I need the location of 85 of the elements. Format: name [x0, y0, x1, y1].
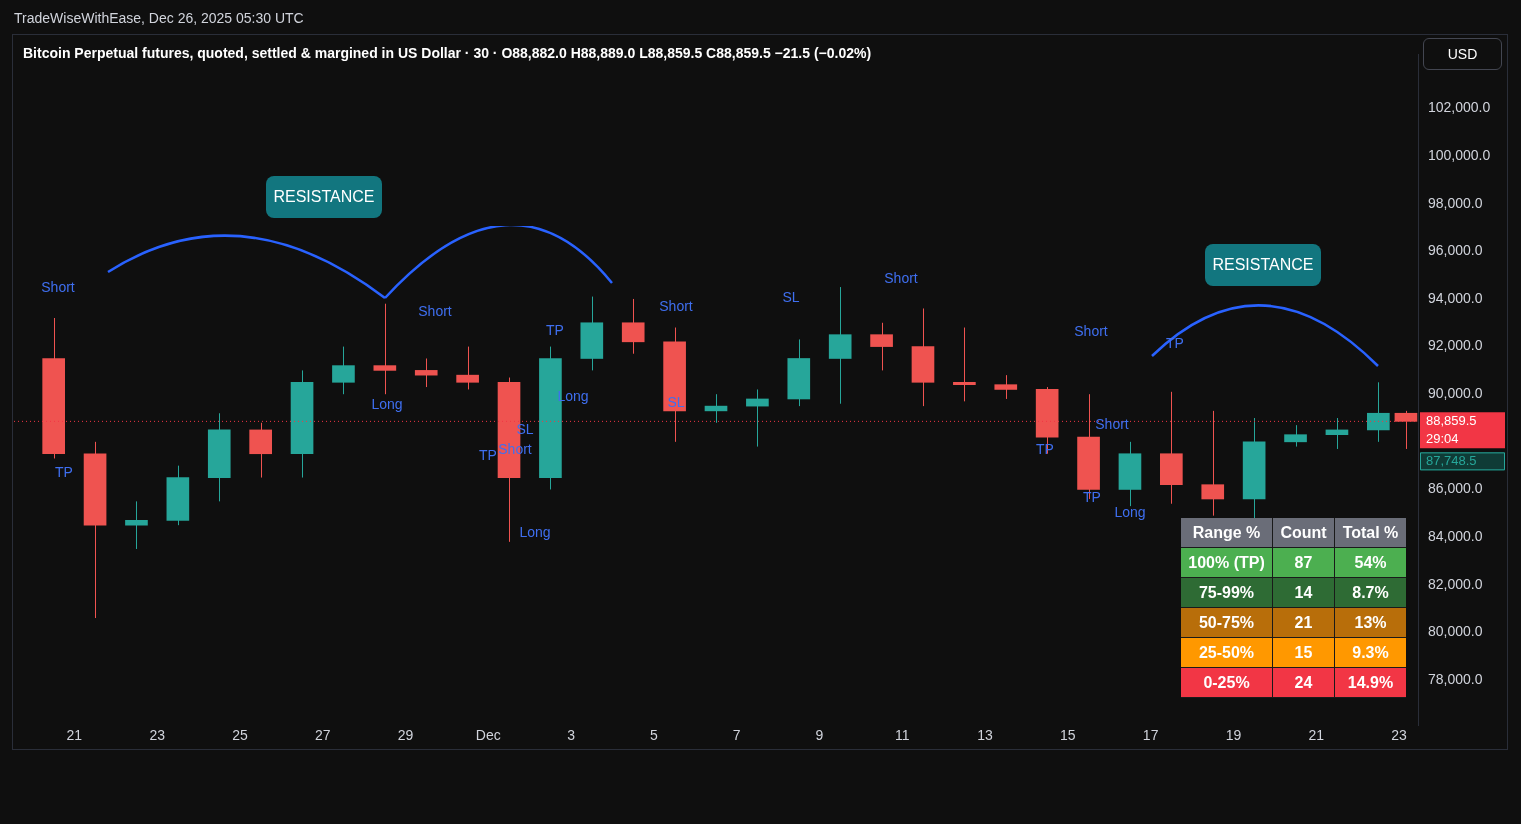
x-tick-label: 23: [149, 727, 166, 744]
x-tick-label: 7: [732, 727, 741, 744]
x-tick-label: 13: [977, 727, 994, 744]
annotation: TP: [1083, 489, 1101, 505]
annotation: 13%: [1335, 608, 1406, 638]
annotation: SL: [782, 289, 800, 305]
annotation: TP: [479, 447, 497, 463]
annotation: Long: [1114, 504, 1146, 520]
chart-subtitle: TradeWiseWithEase, Dec 26, 2025 05:30 UTC: [14, 10, 304, 26]
annotation: TP: [55, 464, 73, 480]
annotation: Short: [659, 298, 693, 314]
annotation: 54%: [1335, 548, 1406, 578]
annotation: Short: [1074, 323, 1108, 339]
ref-line-label: 88,859.5: [1426, 412, 1477, 428]
candlestick: [870, 322, 893, 371]
x-tick-label: 5: [650, 727, 659, 744]
annotation: 14: [1273, 578, 1335, 608]
x-tick-label: 27: [314, 727, 331, 744]
x-tick-label: 29: [397, 727, 414, 744]
candlestick: [1394, 410, 1418, 450]
x-tick-label: 3: [567, 727, 576, 744]
annotation: Short: [1095, 416, 1129, 432]
annotation: 100% (TP): [1181, 548, 1273, 578]
annotation: 50-75%: [1181, 608, 1273, 638]
x-tick-label: 25: [232, 727, 248, 744]
x-tick-label: 21: [66, 727, 83, 744]
annotation: 75-99%: [1181, 578, 1273, 608]
x-tick-label: 17: [1142, 727, 1159, 744]
candlestick: [414, 357, 438, 388]
x-tick-label: Dec: [475, 727, 501, 744]
candlestick: [994, 374, 1018, 400]
chart-title: Bitcoin Perpetual futures, quoted, settled & margined in US Dollar · 30 · O88,882.0 H88,889.0 L88,859.5 C88,859.5 −21.5 (−0.02%): [23, 45, 872, 61]
callout: RESISTANCE: [266, 176, 382, 218]
annotation: 87: [1273, 548, 1335, 578]
y-tick-label: 94,000.0: [1428, 289, 1483, 306]
x-tick-label: 21: [1308, 727, 1325, 744]
callout: RESISTANCE: [1205, 244, 1321, 286]
annotation: Short: [41, 279, 75, 295]
annotation: 8.7%: [1335, 578, 1406, 608]
y-tick-label: 78,000.0: [1428, 670, 1483, 687]
candlestick: [1367, 381, 1390, 443]
candlestick: [373, 303, 397, 395]
text: 87,748.5: [1426, 452, 1477, 468]
candlestick: [621, 298, 645, 355]
y-tick-label: 82,000.0: [1428, 575, 1483, 592]
annotation: 21: [1273, 608, 1335, 638]
annotation: Long: [371, 396, 403, 412]
candlestick: [953, 327, 976, 402]
y-tick-label: 80,000.0: [1428, 623, 1483, 640]
y-tick-label: 92,000.0: [1428, 337, 1483, 354]
text: USD: [1423, 38, 1502, 70]
annotation: TP: [546, 322, 564, 338]
annotation: SL: [667, 394, 685, 410]
candlestick: [456, 346, 479, 390]
annotation: 9.3%: [1335, 638, 1406, 668]
y-tick-label: 102,000.0: [1428, 99, 1491, 116]
candlestick: [332, 346, 355, 395]
candlestick: [746, 388, 769, 448]
candlestick: [1284, 424, 1307, 448]
y-tick-label: 98,000.0: [1428, 194, 1483, 211]
y-tick-label: 84,000.0: [1428, 527, 1483, 544]
annotation: Short: [418, 303, 452, 319]
annotation: Count: [1273, 518, 1335, 548]
x-tick-label: 19: [1225, 727, 1242, 744]
annotation: Total %: [1335, 518, 1406, 548]
x-tick-label: 23: [1391, 727, 1408, 744]
annotation: Long: [519, 524, 551, 540]
y-tick-label: 100,000.0: [1428, 146, 1491, 163]
x-tick-label: 15: [1060, 727, 1076, 744]
annotation: 14.9%: [1335, 668, 1406, 698]
y-tick-label: 96,000.0: [1428, 242, 1483, 259]
y-tick-label: 90,000.0: [1428, 385, 1483, 402]
annotation: Range %: [1181, 518, 1273, 548]
candlestick: [1201, 410, 1225, 517]
text: 29:04: [1426, 430, 1459, 446]
annotation: TP: [1166, 335, 1184, 351]
annotation: 25-50%: [1181, 638, 1273, 668]
annotation: 15: [1273, 638, 1335, 668]
x-tick-label: 9: [815, 727, 824, 744]
candlestick: [125, 500, 148, 550]
y-tick-label: 86,000.0: [1428, 480, 1483, 497]
annotation: 24: [1273, 668, 1335, 698]
annotation: Short: [884, 270, 918, 286]
x-tick-label: 11: [895, 727, 910, 744]
annotation: 0-25%: [1181, 668, 1273, 698]
